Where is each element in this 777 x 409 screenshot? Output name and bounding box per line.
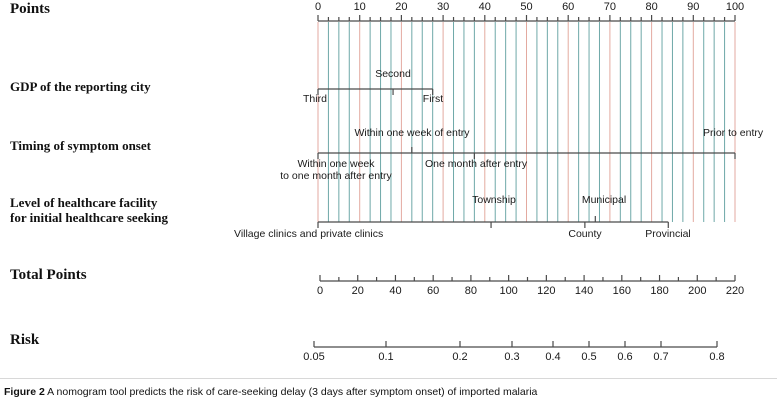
row-label-risk: Risk [10,332,40,348]
row-label-points: Points [10,1,51,17]
timing-level-prior-to-entry: Prior to entry [703,127,764,139]
points-axis-tick-label: 20 [395,1,408,13]
caption-divider [0,378,777,379]
risk-axis-tick-label: 0.1 [378,351,394,363]
row-label-facility: Level of healthcare facility for initial… [10,195,169,225]
timing-level-one-month-after-entry: One month after entry [425,158,528,170]
figure-caption: Figure 2 A nomogram tool predicts the ri… [4,386,774,399]
risk-axis-tick-label: 0.8 [709,351,725,363]
total-points-tick-label: 120 [537,285,556,297]
risk-axis-tick-label: 0.5 [581,351,597,363]
gdp-level-first: First [422,93,444,105]
gdp-level-third: Third [303,93,327,105]
points-axis-tick-label: 100 [725,1,745,13]
total-points-tick-label: 220 [725,285,745,297]
timing-level-within-one-week-of-entry: Within one week of entry [354,127,470,139]
total-points-tick-label: 100 [499,285,518,297]
total-points-tick-label: 20 [351,285,364,297]
points-axis-tick-label: 90 [687,1,700,13]
facility-level-village-private: Village clinics and private clinics [234,228,384,240]
total-points-tick-label: 0 [316,285,324,297]
total-points-tick-label: 180 [650,285,669,297]
points-axis-tick-label: 70 [603,1,617,13]
points-axis-tick-label: 60 [562,1,575,13]
risk-axis-tick-label: 0.7 [653,351,669,363]
total-points-tick-label: 40 [389,285,402,297]
total-points-tick-label: 60 [427,285,440,297]
total-points-tick-label: 160 [612,285,631,297]
row-label-timing: Timing of symptom onset [10,138,151,153]
facility-level-municipal: Municipal [581,194,627,206]
risk-axis-tick-label: 0.05 [303,351,325,363]
points-axis-tick-label: 80 [645,1,658,13]
total-points-tick-label: 200 [688,285,707,297]
risk-axis-tick-label: 0.4 [545,351,561,363]
timing-level-within-one-week-to-one-month: Within one week to one month after entry [280,158,392,182]
figure-caption-text: A nomogram tool predicts the risk of car… [44,386,538,398]
gdp-level-second: Second [375,68,411,80]
total-points-tick-label: 140 [574,285,594,297]
risk-axis-tick-label: 0.2 [452,351,468,363]
facility-level-county: County [568,228,602,240]
figure-caption-prefix: Figure 2 [4,386,45,398]
total-points-tick-label: 80 [464,285,478,297]
row-label-gdp: GDP of the reporting city [10,79,151,94]
risk-axis-tick-label: 0.3 [504,351,520,363]
points-axis-tick-label: 0 [314,1,322,13]
points-axis-tick-label: 50 [520,1,533,13]
facility-level-township: Township [472,194,516,206]
points-axis-tick-label: 40 [478,1,491,13]
facility-level-provincial: Provincial [645,228,691,240]
risk-axis-tick-label: 0.6 [617,351,633,363]
points-axis-tick-label: 30 [436,1,450,13]
row-label-total-points: Total Points [10,267,87,283]
points-axis-tick-label: 10 [353,1,366,13]
